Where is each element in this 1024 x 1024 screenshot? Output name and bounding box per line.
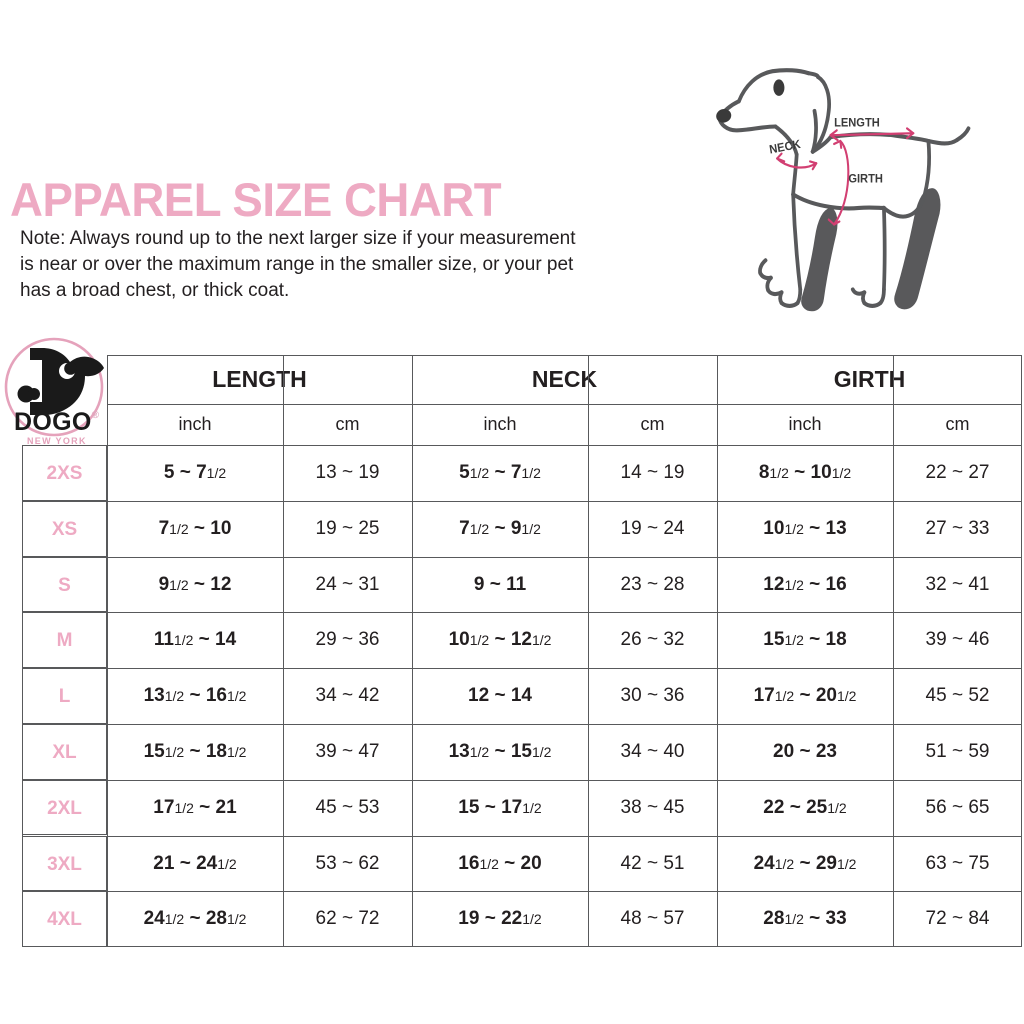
svg-text:GIRTH: GIRTH [848, 172, 883, 186]
svg-text:LENGTH: LENGTH [834, 116, 880, 130]
